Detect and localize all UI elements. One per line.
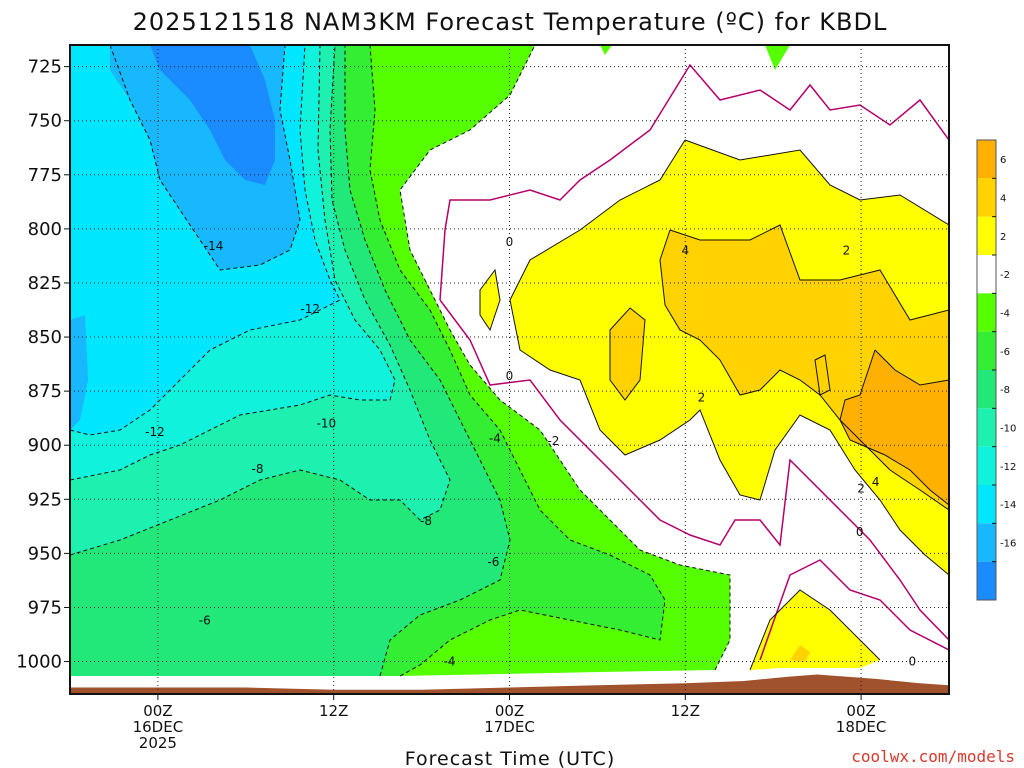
y-tick-label: 1000 [16, 652, 62, 673]
colorbar-tick-label: 6 [1000, 155, 1006, 166]
contour-label: -8 [252, 462, 264, 476]
colorbar-tick-label: -6 [1000, 347, 1010, 358]
colorbar-swatch [977, 140, 996, 179]
band-6-to-8 [840, 350, 949, 505]
x-tick-label: 12Z [671, 702, 700, 720]
y-tick-label: 725 [28, 57, 62, 78]
colorbar-tick-label: -12 [1000, 462, 1016, 473]
contour-label: -8 [420, 514, 432, 528]
colorbar-tick-label: 2 [1000, 232, 1006, 243]
colorbar-swatch [977, 485, 996, 524]
colorbar-swatch [977, 178, 996, 217]
band-4-to-6-cell [610, 308, 645, 400]
contour-label: -10 [317, 417, 337, 431]
y-tick-label: 875 [28, 381, 62, 402]
contour-label: 2 [698, 391, 706, 405]
y-tick-label: 975 [28, 597, 62, 618]
band-minus18-to-minus16 [150, 45, 275, 185]
grid-lines [70, 45, 949, 694]
x-tick-label: 16DEC [133, 718, 184, 736]
contour-label: -2 [547, 434, 559, 448]
colorbar-tick-label: -14 [1000, 500, 1016, 511]
zero-contours [439, 63, 949, 661]
credit-text: coolwx.com/models [851, 747, 1015, 766]
contour-label: -4 [443, 655, 455, 669]
y-tick-label: 900 [28, 435, 62, 456]
contour-label: -6 [487, 555, 499, 569]
colorbar-swatch [977, 561, 996, 600]
y-tick-label: 825 [28, 273, 62, 294]
y-axis: 725 750 775 800 825 850 875 900 925 950 975 1000 [16, 57, 70, 673]
contour-label: 4 [872, 475, 880, 489]
band-2-to-4-surface [750, 590, 880, 670]
x-tick-label: 00Z [495, 702, 524, 720]
band-minus4-cell-top [600, 45, 612, 55]
colorbar-swatch [977, 255, 996, 294]
contour-label: 0 [856, 525, 864, 539]
contour-label: -12 [300, 302, 320, 316]
ground-terrain [70, 674, 949, 694]
y-tick-label: 775 [28, 165, 62, 186]
contour-label: 2 [843, 244, 851, 258]
x-tick-label: 00Z [846, 702, 875, 720]
colorbar-tick-label: -10 [1000, 424, 1016, 435]
colorbar-tick-label: -2 [1000, 270, 1010, 281]
band-minus4-cell-top2 [765, 45, 790, 70]
colorbar-tick-label: -4 [1000, 309, 1010, 320]
colorbar: 6 4 2 -2 -4 -6 -8 -10 -12 -14 -16 [976, 139, 1016, 601]
chart-title: 2025121518 NAM3KM Forecast Temperature (… [133, 8, 888, 36]
colorbar-tick-label: -8 [1000, 385, 1010, 396]
colorbar-swatch [977, 523, 996, 562]
colorbar-swatch [977, 408, 996, 447]
x-tick-label: 12Z [319, 702, 348, 720]
y-tick-label: 850 [28, 327, 62, 348]
x-tick-label: 00Z [143, 702, 172, 720]
colorbar-tick-label: -16 [1000, 539, 1016, 550]
colorbar-swatch [977, 216, 996, 255]
contour-label: 0 [506, 369, 514, 383]
colorbar-swatch [977, 293, 996, 332]
band-4-to-6-surface [790, 645, 810, 662]
y-tick-label: 750 [28, 111, 62, 132]
contour-label: -14 [204, 239, 224, 253]
contour-label: -4 [489, 432, 501, 446]
y-tick-label: 925 [28, 489, 62, 510]
positive-contours [479, 139, 949, 671]
x-tick-label: 18DEC [836, 718, 887, 736]
contour-label: 2 [857, 481, 865, 495]
x-tick-label: 17DEC [484, 718, 535, 736]
x-tick-label: 2025 [139, 734, 177, 752]
colorbar-swatch [977, 331, 996, 370]
colorbar-swatch [977, 370, 996, 409]
colorbar-swatch [977, 446, 996, 485]
colorbar-tick-label: 4 [1000, 194, 1006, 205]
contour-label: 4 [681, 244, 689, 258]
contour-label: 0 [909, 655, 917, 669]
x-axis-label: Forecast Time (UTC) [405, 748, 615, 768]
band-minus16-cell-left [70, 315, 88, 430]
y-tick-label: 950 [28, 543, 62, 564]
contour-label: -12 [145, 425, 165, 439]
contour-label: 0 [506, 235, 514, 249]
contour-label: -6 [199, 613, 211, 627]
y-tick-label: 800 [28, 219, 62, 240]
